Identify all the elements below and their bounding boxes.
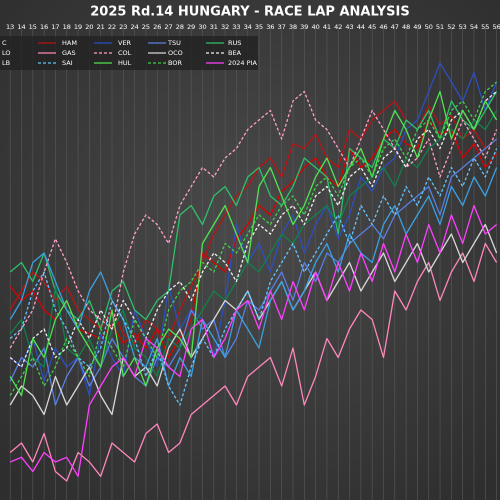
x-tick-label: 40 <box>311 23 319 31</box>
series-line <box>9 148 498 406</box>
series-line <box>9 90 498 349</box>
x-tick-label: 37 <box>278 23 286 31</box>
x-tick-label: 45 <box>368 23 376 31</box>
legend-label: LB <box>2 59 10 67</box>
legend-label: TSU <box>167 39 181 47</box>
x-tick-label: 46 <box>379 23 387 31</box>
x-tick-label: 33 <box>232 23 240 31</box>
x-tick-label: 25 <box>142 23 150 31</box>
x-tick-label: 13 <box>6 23 14 31</box>
x-tick-label: 21 <box>97 23 105 31</box>
x-tick-label: 34 <box>244 23 252 31</box>
legend-label: 2024 PIA <box>228 59 257 67</box>
series-line <box>9 91 498 330</box>
legend-label: BOR <box>168 59 182 67</box>
x-tick-label: 28 <box>176 23 184 31</box>
series-line <box>9 242 498 482</box>
legend-label: LO <box>2 49 11 57</box>
x-tick-label: 23 <box>119 23 127 31</box>
grid: 13 14 15 16 17 18 19 20 21 22 23 24 25 26 27 28 29 30 31 32… <box>6 23 500 500</box>
x-tick-label: 29 <box>187 23 195 31</box>
x-tick-label: 19 <box>74 23 82 31</box>
x-tick-label: 51 <box>436 23 444 31</box>
series-line <box>9 167 498 387</box>
x-tick-label: 15 <box>29 23 37 31</box>
x-tick-label: 22 <box>108 23 116 31</box>
legend: C HAM VER TSU RUS LO GAS COL OCO BEA LB SAI HUL BOR 20… <box>0 36 258 70</box>
legend-label: GAS <box>62 49 76 57</box>
x-tick-label: 44 <box>357 23 365 31</box>
x-tick-label: 53 <box>459 23 467 31</box>
x-tick-label: 52 <box>447 23 455 31</box>
x-tick-label: 38 <box>289 23 297 31</box>
x-tick-label: 43 <box>345 23 353 31</box>
legend-label: SAI <box>62 59 73 67</box>
x-tick-label: 14 <box>17 23 25 31</box>
x-tick-label: 49 <box>413 23 421 31</box>
x-tick-label: 48 <box>402 23 410 31</box>
x-tick-label: 17 <box>51 23 59 31</box>
series-line <box>9 90 498 397</box>
x-tick-label: 24 <box>130 23 138 31</box>
series-line <box>9 110 498 378</box>
legend-label: HUL <box>118 59 132 67</box>
legend-label: HAM <box>62 39 77 47</box>
x-tick-label: 20 <box>85 23 93 31</box>
x-tick-label: 50 <box>425 23 433 31</box>
x-tick-label: 27 <box>164 23 172 31</box>
legend-label: C <box>2 39 7 47</box>
x-tick-label: 39 <box>300 23 308 31</box>
legend-label: VER <box>118 39 132 47</box>
x-tick-label: 35 <box>255 23 263 31</box>
x-tick-label: 36 <box>266 23 274 31</box>
legend-label: COL <box>118 49 132 57</box>
x-tick-label: 26 <box>153 23 161 31</box>
series-line <box>9 91 498 368</box>
x-tick-label: 56 <box>492 23 500 31</box>
legend-label: RUS <box>228 39 241 47</box>
series-line <box>9 62 498 397</box>
x-tick-label: 32 <box>221 23 229 31</box>
legend-label: OCO <box>168 49 183 57</box>
chart-title: 2025 Rd.14 HUNGARY - RACE LAP ANALYSIS <box>90 5 409 20</box>
lines <box>9 62 498 482</box>
series-line <box>9 223 498 416</box>
series-line <box>9 81 498 396</box>
legend-label: BEA <box>228 49 242 57</box>
series-line <box>9 204 498 477</box>
x-tick-label: 42 <box>334 23 342 31</box>
x-tick-label: 18 <box>63 23 71 31</box>
x-tick-label: 31 <box>210 23 218 31</box>
x-tick-label: 16 <box>40 23 48 31</box>
x-tick-label: 55 <box>481 23 489 31</box>
x-tick-label: 30 <box>198 23 206 31</box>
x-tick-label: 47 <box>391 23 399 31</box>
x-tick-label: 41 <box>323 23 331 31</box>
x-tick-label: 54 <box>470 23 478 31</box>
